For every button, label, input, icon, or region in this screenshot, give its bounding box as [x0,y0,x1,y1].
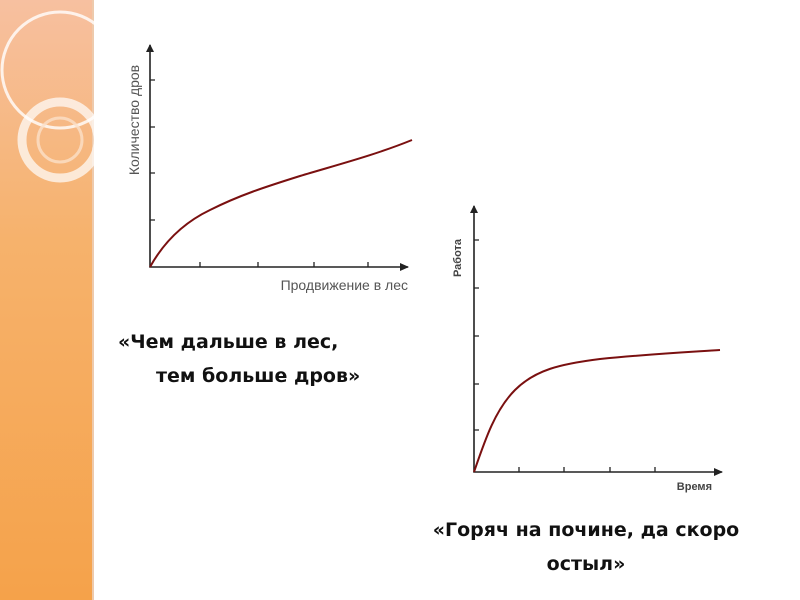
figure-right: Время Работа [452,205,723,493]
x-label: Продвижение в лес [281,277,408,293]
curve [149,139,413,268]
quote-line: «Чем дальше в лес, [118,331,338,353]
curve [473,349,721,473]
figure-left: Продвижение в лес Количество дров [126,44,413,293]
quote-line: остыл» [547,553,626,575]
axes [473,206,722,473]
quote-left: «Чем дальше в лес, тем больше дров» [118,331,360,387]
y-label: Количество дров [126,65,142,175]
y-label: Работа [452,238,464,277]
side-band [0,0,120,600]
x-label: Время [677,481,712,493]
ticks [150,79,369,267]
quote-line: тем больше дров» [156,365,360,387]
quote-line: «Горяч на почине, да скоро [433,519,740,541]
quote-right: «Горяч на почине, да скоро остыл» [433,519,740,575]
ticks [474,239,656,472]
